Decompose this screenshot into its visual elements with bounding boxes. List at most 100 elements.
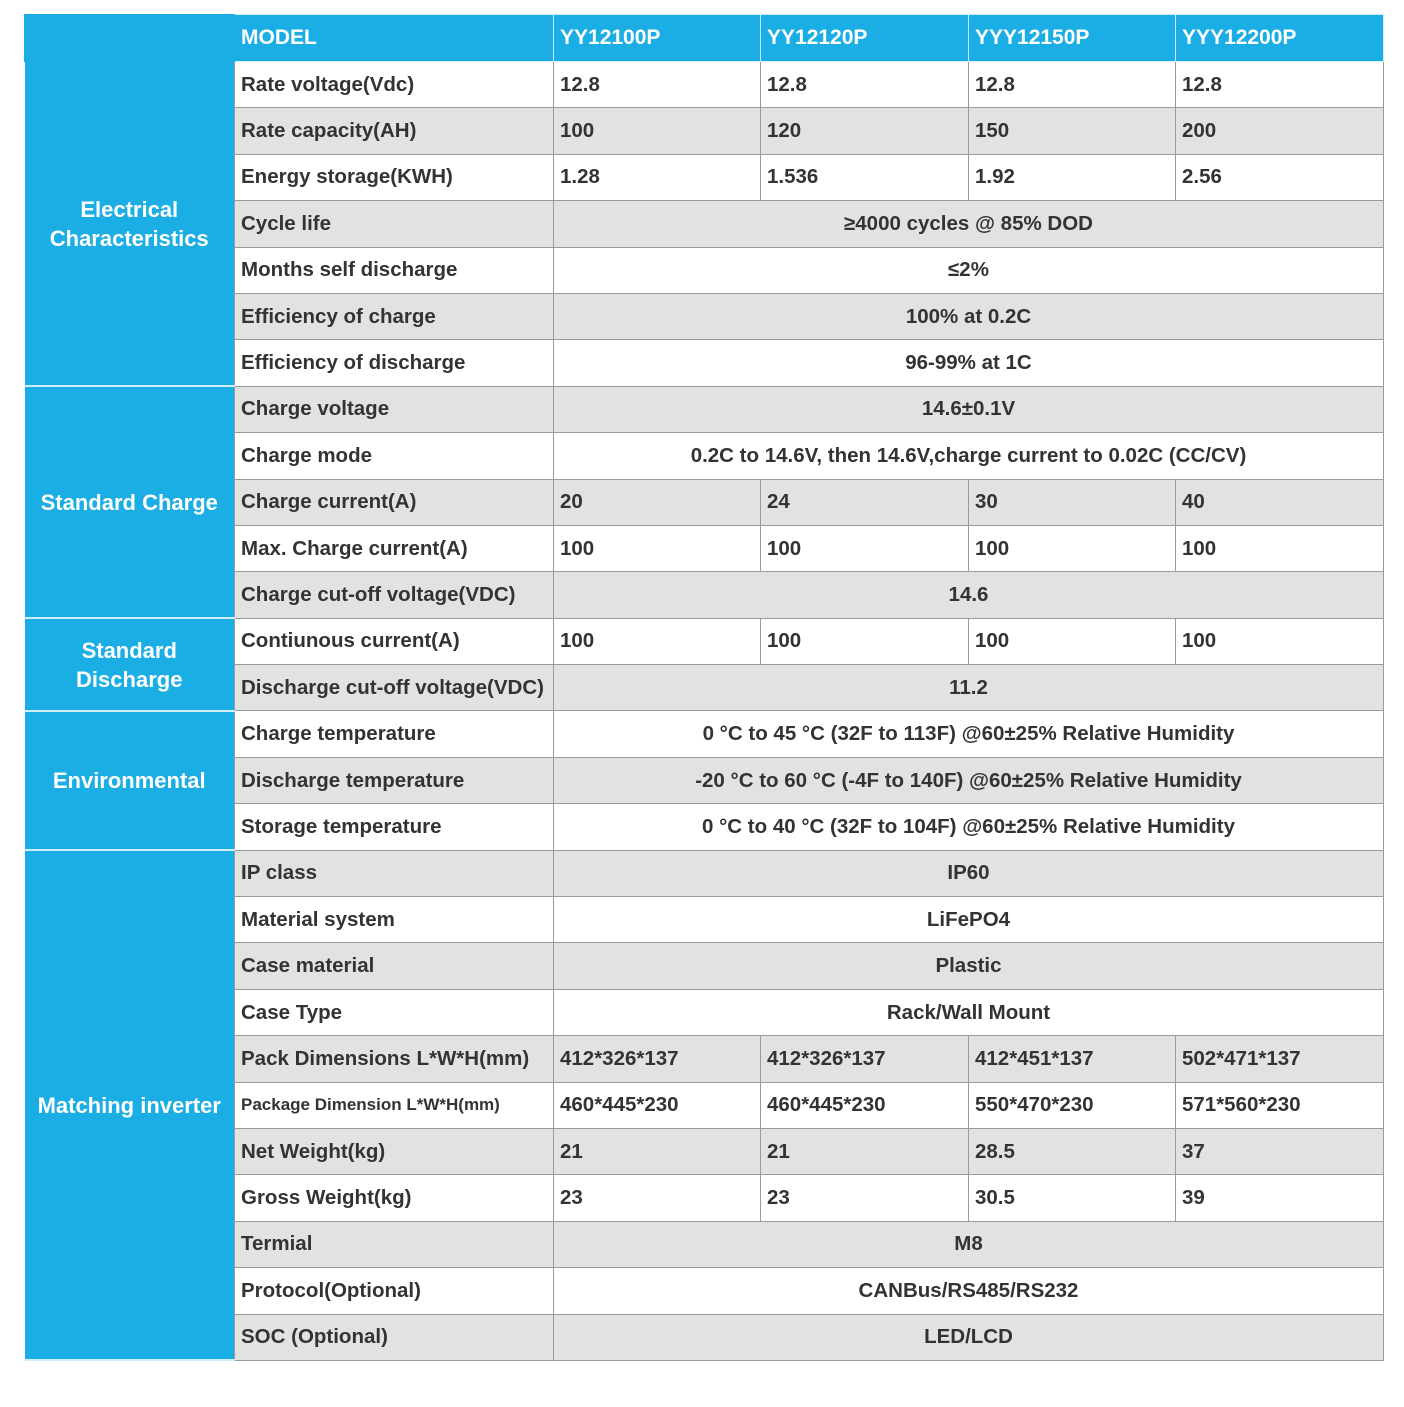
model-name: YYY12150P <box>968 14 1176 62</box>
spec-label: Termial <box>234 1220 554 1269</box>
spec-value: 100 <box>1175 524 1384 573</box>
spec-label: Efficiency of discharge <box>234 339 554 387</box>
spec-table: MODEL YY12100P YY12120P YYY12150P YYY122… <box>24 14 1384 1362</box>
spec-value: 24 <box>760 478 969 526</box>
table-row: Max. Charge current(A) 100 100 100 100 <box>25 524 1384 573</box>
spec-label: SOC (Optional) <box>234 1313 554 1361</box>
table-row: Energy storage(KWH) 1.28 1.536 1.92 2.56 <box>25 153 1384 202</box>
spec-value-shared: 0 °C to 45 °C (32F to 113F) @60±25% Rela… <box>553 710 1384 758</box>
spec-table-body: MODEL YY12100P YY12120P YYY12150P YYY122… <box>24 14 1384 1362</box>
spec-label: Charge temperature <box>234 710 554 758</box>
spec-label: Months self discharge <box>234 246 554 294</box>
table-row: Termial M8 <box>25 1220 1384 1269</box>
spec-label: Net Weight(kg) <box>234 1127 554 1176</box>
table-row: Environmental Charge temperature 0 °C to 4… <box>24 710 1384 852</box>
table-row: Net Weight(kg) 21 21 28.5 37 <box>25 1127 1384 1176</box>
spec-value: 30.5 <box>968 1174 1176 1222</box>
spec-value: 412*451*137 <box>968 1035 1176 1083</box>
spec-label: Efficiency of charge <box>234 292 554 341</box>
spec-label: Package Dimension L*W*H(mm) <box>234 1081 554 1129</box>
table-row: Efficiency of discharge 96-99% at 1C <box>25 339 1384 387</box>
spec-value: 150 <box>968 107 1176 155</box>
spec-value: 100 <box>553 617 761 666</box>
spec-value-shared: IP60 <box>553 849 1384 898</box>
spec-value: 28.5 <box>968 1127 1176 1176</box>
table-row: Case material Plastic <box>25 942 1384 990</box>
table-row: Charge cut-off voltage(VDC) 14.6 <box>25 571 1384 619</box>
table-row: Package Dimension L*W*H(mm) 460*445*230 46… <box>25 1081 1384 1129</box>
spec-value: 40 <box>1175 478 1384 526</box>
spec-label: Discharge temperature <box>234 756 554 805</box>
spec-label: Charge voltage <box>234 385 554 434</box>
spec-label: Energy storage(KWH) <box>234 153 554 202</box>
table-row: Cycle life ≥4000 cycles @ 85% DOD <box>25 200 1384 248</box>
spec-value: 571*560*230 <box>1175 1081 1384 1129</box>
table-row: Protocol(Optional) CANBus/RS485/RS232 <box>25 1267 1384 1315</box>
spec-value-shared: 14.6 <box>553 571 1384 619</box>
spec-value: 100 <box>553 107 761 155</box>
spec-value: 412*326*137 <box>553 1035 761 1083</box>
spec-value: 2.56 <box>1175 153 1384 202</box>
spec-value: 39 <box>1175 1174 1384 1222</box>
spec-value-shared: 96-99% at 1C <box>553 339 1384 387</box>
spec-value: 460*445*230 <box>760 1081 969 1129</box>
spec-label: Pack Dimensions L*W*H(mm) <box>234 1035 554 1083</box>
category-label: Environmental <box>24 710 235 852</box>
spec-label: Protocol(Optional) <box>234 1267 554 1315</box>
spec-value: 120 <box>760 107 969 155</box>
spec-value-shared: LED/LCD <box>553 1313 1384 1361</box>
spec-value: 21 <box>553 1127 761 1176</box>
spec-value-shared: 0 °C to 40 °C (32F to 104F) @60±25% Rela… <box>553 803 1384 851</box>
spec-value-shared: 11.2 <box>553 664 1384 712</box>
spec-value: 100 <box>1175 617 1384 666</box>
spec-value-shared: ≥4000 cycles @ 85% DOD <box>553 200 1384 248</box>
spec-value-shared: -20 °C to 60 °C (-4F to 140F) @60±25% Re… <box>553 756 1384 805</box>
spec-value-shared: M8 <box>553 1220 1384 1269</box>
spec-value: 100 <box>968 524 1176 573</box>
spec-label: Case material <box>234 942 554 990</box>
table-row: Pack Dimensions L*W*H(mm) 412*326*137 412*… <box>25 1035 1384 1083</box>
spec-value: 12.8 <box>553 60 761 109</box>
spec-value-shared: ≤2% <box>553 246 1384 294</box>
spec-value: 502*471*137 <box>1175 1035 1384 1083</box>
spec-value: 460*445*230 <box>553 1081 761 1129</box>
model-name: YY12120P <box>760 14 969 62</box>
table-row: Charge mode 0.2C to 14.6V, then 14.6V,cha… <box>25 432 1384 480</box>
spec-value: 20 <box>553 478 761 526</box>
spec-value-shared: Plastic <box>553 942 1384 990</box>
spec-value: 550*470*230 <box>968 1081 1176 1129</box>
spec-value: 1.536 <box>760 153 969 202</box>
spec-label: Case Type <box>234 988 554 1037</box>
spec-label: Rate capacity(AH) <box>234 107 554 155</box>
spec-value: 12.8 <box>968 60 1176 109</box>
table-row: Standard Charge Charge voltage 14.6±0.1V <box>24 385 1384 620</box>
table-row: Rate capacity(AH) 100 120 150 200 <box>25 107 1384 155</box>
spec-value: 12.8 <box>1175 60 1384 109</box>
spec-label: Storage temperature <box>234 803 554 851</box>
model-header: MODEL <box>234 14 554 62</box>
spec-value-shared: 100% at 0.2C <box>553 292 1384 341</box>
spec-value: 12.8 <box>760 60 969 109</box>
spec-label: Charge cut-off voltage(VDC) <box>234 571 554 619</box>
spec-value: 100 <box>553 524 761 573</box>
spec-label: Gross Weight(kg) <box>234 1174 554 1222</box>
table-row: Efficiency of charge 100% at 0.2C <box>25 292 1384 341</box>
spec-value: 23 <box>553 1174 761 1222</box>
spec-value: 100 <box>760 617 969 666</box>
spec-value: 21 <box>760 1127 969 1176</box>
table-row: Months self discharge ≤2% <box>25 246 1384 294</box>
spec-label: Contiunous current(A) <box>234 617 554 666</box>
spec-label: Rate voltage(Vdc) <box>234 60 554 109</box>
table-row: Matching inverter IP class IP60 <box>24 849 1384 1362</box>
model-name: YYY12200P <box>1175 14 1384 62</box>
spec-value: 100 <box>968 617 1176 666</box>
spec-value-shared: LiFePO4 <box>553 896 1384 944</box>
spec-value: 37 <box>1175 1127 1384 1176</box>
spec-label: Charge mode <box>234 432 554 480</box>
table-row: Storage temperature 0 °C to 40 °C (32F to… <box>25 803 1384 851</box>
category-label: Standard Discharge <box>24 618 235 712</box>
spec-value-shared: CANBus/RS485/RS232 <box>553 1267 1384 1315</box>
spec-value-shared: 14.6±0.1V <box>553 385 1384 434</box>
spec-label: Cycle life <box>234 200 554 248</box>
category-label: Standard Charge <box>24 386 235 620</box>
